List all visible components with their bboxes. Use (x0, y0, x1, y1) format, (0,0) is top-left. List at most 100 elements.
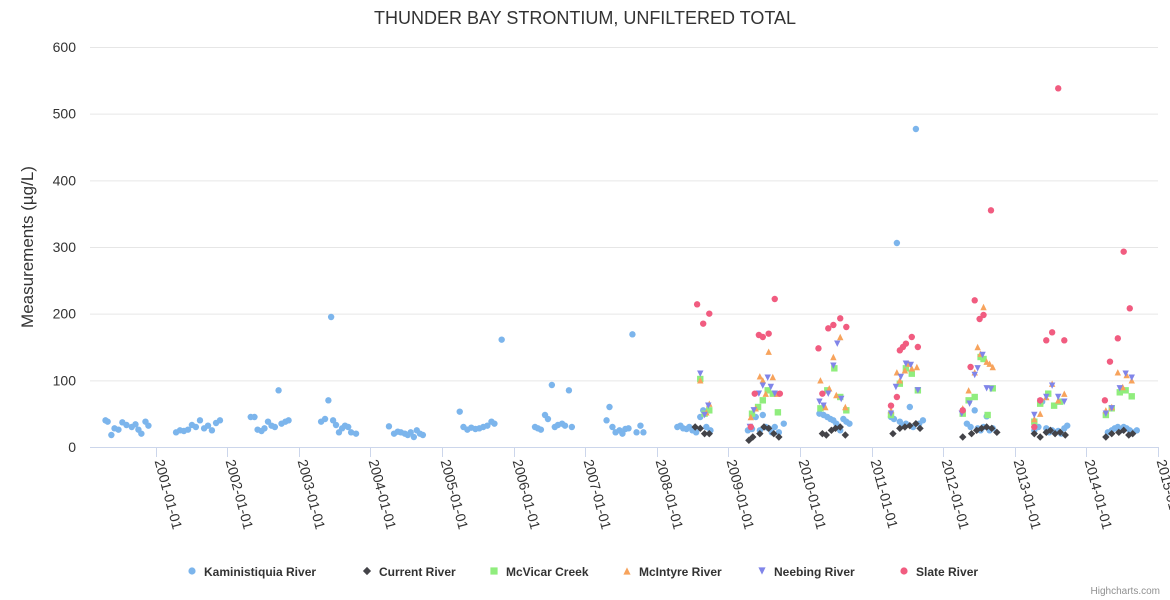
legend-symbol[interactable] (490, 567, 498, 575)
data-point[interactable] (745, 436, 753, 445)
data-point[interactable] (913, 363, 921, 371)
data-point[interactable] (980, 303, 987, 311)
data-point[interactable] (1055, 393, 1062, 401)
data-point[interactable] (837, 333, 844, 341)
data-point[interactable] (606, 403, 613, 411)
data-point[interactable] (1048, 382, 1056, 389)
data-point[interactable] (892, 383, 900, 391)
data-point[interactable] (770, 429, 778, 438)
data-point[interactable] (1036, 397, 1044, 404)
data-point[interactable] (816, 398, 823, 405)
data-point[interactable] (1123, 371, 1130, 379)
data-point[interactable] (1045, 390, 1052, 397)
data-point[interactable] (889, 429, 897, 438)
data-point[interactable] (1061, 390, 1068, 397)
data-point[interactable] (780, 420, 787, 427)
data-point[interactable] (959, 433, 967, 441)
data-point[interactable] (976, 315, 983, 323)
data-point[interactable] (123, 421, 130, 429)
data-point[interactable] (537, 426, 545, 433)
data-point[interactable] (1061, 431, 1069, 439)
data-point[interactable] (759, 397, 766, 404)
data-point[interactable] (1122, 387, 1129, 394)
data-point[interactable] (967, 429, 976, 438)
data-point[interactable] (1102, 410, 1110, 417)
data-point[interactable] (750, 407, 757, 414)
data-point[interactable] (132, 421, 139, 428)
data-point[interactable] (980, 311, 987, 319)
data-point[interactable] (1036, 410, 1044, 417)
data-point[interactable] (966, 400, 973, 407)
data-point[interactable] (1043, 393, 1050, 401)
data-point[interactable] (834, 340, 841, 347)
data-point[interactable] (1128, 393, 1135, 400)
data-point[interactable] (977, 424, 986, 433)
data-point[interactable] (204, 422, 212, 429)
data-point[interactable] (706, 407, 713, 414)
data-point[interactable] (747, 413, 755, 421)
data-point[interactable] (108, 431, 115, 439)
data-point[interactable] (196, 417, 204, 424)
data-point[interactable] (830, 353, 837, 361)
legend-item[interactable]: McVicar Creek (490, 565, 589, 579)
data-point[interactable] (561, 422, 569, 429)
data-point[interactable] (1046, 426, 1055, 435)
data-point[interactable] (836, 423, 844, 431)
data-point[interactable] (887, 402, 895, 409)
data-point[interactable] (833, 420, 840, 427)
data-point[interactable] (115, 426, 122, 433)
data-point[interactable] (410, 433, 418, 441)
data-point[interactable] (914, 343, 922, 351)
data-point[interactable] (697, 377, 704, 384)
data-point[interactable] (902, 365, 910, 372)
data-point[interactable] (1108, 429, 1116, 438)
legend-label[interactable]: McIntyre River (639, 565, 722, 579)
data-point[interactable] (893, 393, 901, 401)
data-point[interactable] (846, 420, 853, 427)
data-point[interactable] (967, 423, 974, 431)
data-point[interactable] (965, 387, 972, 394)
data-point[interactable] (1106, 358, 1114, 365)
data-point[interactable] (993, 428, 1001, 437)
legend-label[interactable]: Neebing River (774, 565, 855, 579)
legend-label[interactable]: Slate River (916, 565, 978, 579)
data-point[interactable] (822, 431, 831, 439)
data-point[interactable] (699, 320, 707, 327)
legend-symbol[interactable] (758, 567, 766, 575)
data-point[interactable] (817, 405, 824, 412)
legend-symbol[interactable] (623, 567, 631, 575)
legend-symbol[interactable] (362, 566, 372, 576)
data-point[interactable] (548, 381, 556, 389)
data-point[interactable] (275, 387, 282, 394)
data-point[interactable] (484, 422, 491, 429)
data-point[interactable] (815, 345, 822, 352)
data-point[interactable] (967, 363, 974, 371)
data-point[interactable] (759, 411, 766, 419)
legend-item[interactable]: Kaministiquia River (188, 565, 316, 579)
data-point[interactable] (705, 429, 713, 438)
data-point[interactable] (837, 315, 844, 322)
data-point[interactable] (908, 370, 915, 377)
data-point[interactable] (609, 423, 616, 431)
data-point[interactable] (897, 373, 905, 381)
data-point[interactable] (1055, 397, 1062, 404)
data-point[interactable] (817, 377, 824, 384)
data-point[interactable] (1128, 374, 1135, 381)
data-point[interactable] (887, 410, 895, 417)
data-point[interactable] (825, 325, 832, 332)
data-point[interactable] (1031, 423, 1038, 431)
data-point[interactable] (456, 408, 463, 415)
data-point[interactable] (271, 423, 279, 431)
data-point[interactable] (841, 431, 850, 439)
data-point[interactable] (902, 340, 910, 347)
data-point[interactable] (767, 383, 775, 391)
data-point[interactable] (769, 373, 776, 381)
data-point[interactable] (696, 424, 704, 433)
data-point[interactable] (544, 415, 552, 423)
data-point[interactable] (974, 365, 981, 372)
data-point[interactable] (822, 403, 829, 411)
data-point[interactable] (1114, 369, 1122, 376)
data-point[interactable] (825, 390, 832, 397)
data-point[interactable] (633, 429, 640, 436)
data-point[interactable] (261, 425, 268, 432)
